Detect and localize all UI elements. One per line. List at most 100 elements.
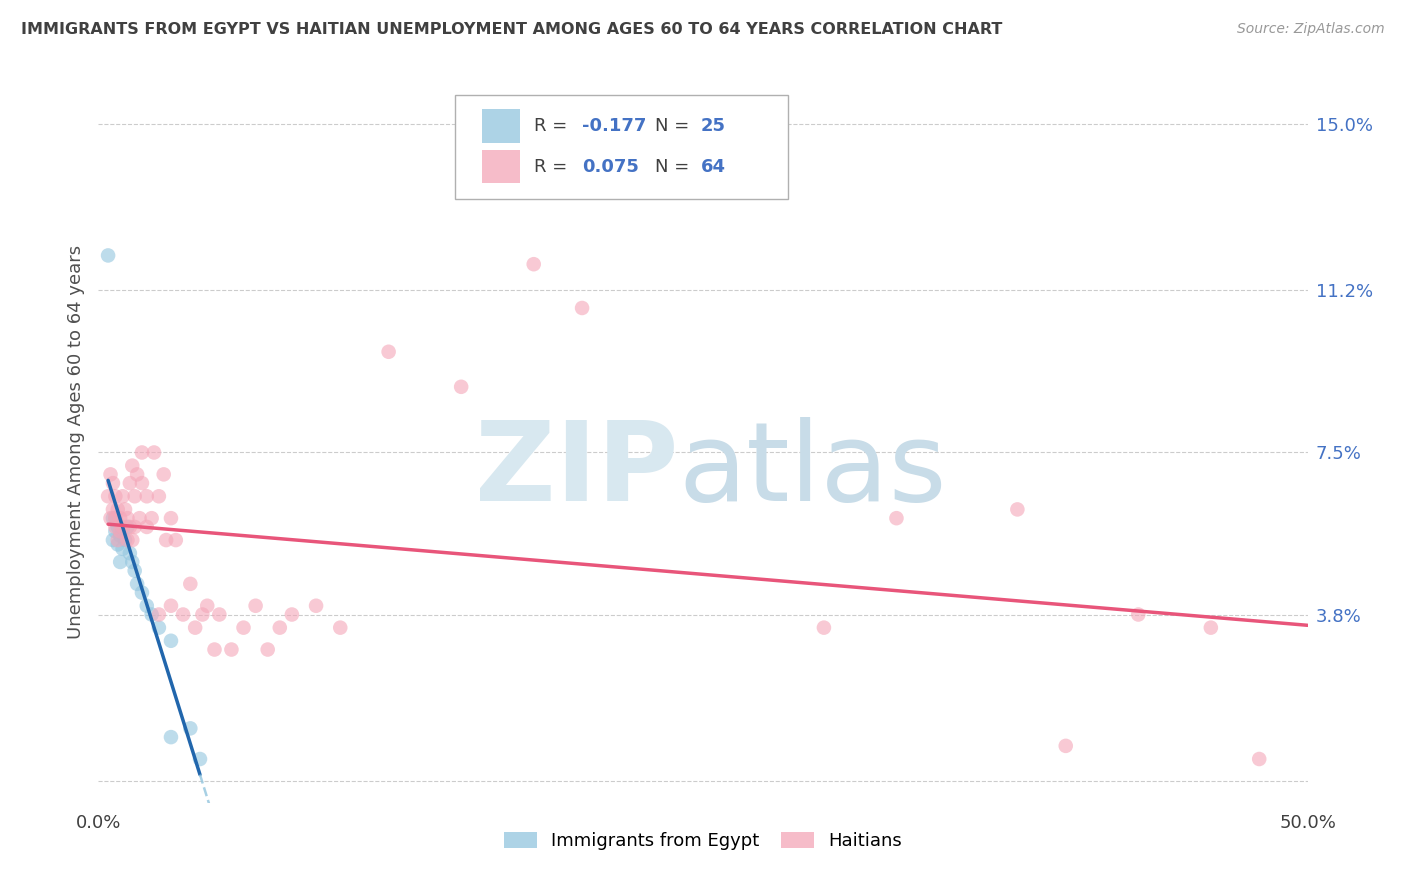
Point <box>124 520 146 534</box>
Point <box>184 621 207 635</box>
Point <box>118 546 141 560</box>
Point <box>104 489 127 503</box>
Point <box>104 520 127 534</box>
Point <box>135 599 157 613</box>
Point <box>114 533 136 547</box>
Point <box>1128 607 1150 622</box>
Text: R =: R = <box>534 117 572 135</box>
Point <box>160 599 183 613</box>
Point <box>179 577 201 591</box>
Point <box>100 467 122 482</box>
Point <box>127 467 149 482</box>
Point <box>101 476 124 491</box>
Text: 0.075: 0.075 <box>582 158 638 176</box>
Point <box>97 248 120 262</box>
Point <box>100 511 122 525</box>
FancyBboxPatch shape <box>482 150 520 183</box>
Point <box>165 533 187 547</box>
Point <box>135 520 157 534</box>
Point <box>1054 739 1077 753</box>
Point <box>208 607 231 622</box>
Point <box>108 524 131 539</box>
Point <box>571 301 593 315</box>
Point <box>450 380 472 394</box>
Point <box>118 476 141 491</box>
Point <box>245 599 267 613</box>
Point <box>111 489 134 503</box>
Point <box>114 502 136 516</box>
Point <box>269 621 291 635</box>
Point <box>108 555 131 569</box>
Point <box>329 621 352 635</box>
Point <box>117 533 139 547</box>
Point <box>523 257 546 271</box>
Point <box>221 642 243 657</box>
Point <box>179 722 201 736</box>
Point <box>172 607 194 622</box>
Text: N =: N = <box>655 117 695 135</box>
Point <box>131 476 153 491</box>
Point <box>131 585 153 599</box>
Point <box>160 730 183 744</box>
Point <box>124 489 146 503</box>
Point <box>107 502 129 516</box>
Point <box>281 607 304 622</box>
Point <box>160 633 183 648</box>
Point <box>204 642 226 657</box>
Y-axis label: Unemployment Among Ages 60 to 64 years: Unemployment Among Ages 60 to 64 years <box>66 244 84 639</box>
Point <box>101 502 124 516</box>
Point <box>148 621 170 635</box>
Point <box>121 533 143 547</box>
Point <box>131 445 153 459</box>
Point <box>1199 621 1222 635</box>
Point <box>152 467 174 482</box>
Point <box>377 344 399 359</box>
Point <box>143 445 166 459</box>
Point <box>155 533 177 547</box>
Text: Source: ZipAtlas.com: Source: ZipAtlas.com <box>1237 22 1385 37</box>
Point <box>117 511 139 525</box>
Point <box>111 520 134 534</box>
Point <box>111 524 134 539</box>
Point <box>128 511 150 525</box>
Point <box>111 541 134 556</box>
Point <box>101 511 124 525</box>
Point <box>191 607 214 622</box>
Point <box>135 489 157 503</box>
Text: ZIP: ZIP <box>475 417 679 524</box>
Point <box>256 642 278 657</box>
Point <box>104 511 127 525</box>
Point <box>160 511 183 525</box>
FancyBboxPatch shape <box>482 110 520 143</box>
Point <box>118 520 141 534</box>
Point <box>141 607 163 622</box>
Point <box>127 577 149 591</box>
Point <box>121 458 143 473</box>
Text: IMMIGRANTS FROM EGYPT VS HAITIAN UNEMPLOYMENT AMONG AGES 60 TO 64 YEARS CORRELAT: IMMIGRANTS FROM EGYPT VS HAITIAN UNEMPLO… <box>21 22 1002 37</box>
Point <box>107 537 129 551</box>
Point <box>108 511 131 525</box>
Text: -0.177: -0.177 <box>582 117 647 135</box>
FancyBboxPatch shape <box>456 95 787 200</box>
Point <box>1007 502 1029 516</box>
Point <box>107 520 129 534</box>
Point <box>107 533 129 547</box>
Point <box>1249 752 1271 766</box>
Point <box>148 607 170 622</box>
Text: R =: R = <box>534 158 572 176</box>
Point <box>232 621 254 635</box>
Point <box>886 511 908 525</box>
Point <box>813 621 835 635</box>
Point <box>124 564 146 578</box>
Point <box>101 533 124 547</box>
Point <box>188 752 211 766</box>
Point <box>104 511 127 525</box>
Point <box>97 489 120 503</box>
Text: 64: 64 <box>700 158 725 176</box>
Text: 25: 25 <box>700 117 725 135</box>
Point <box>305 599 328 613</box>
Text: N =: N = <box>655 158 695 176</box>
Legend: Immigrants from Egypt, Haitians: Immigrants from Egypt, Haitians <box>495 822 911 859</box>
Point <box>195 599 218 613</box>
Point <box>117 520 139 534</box>
